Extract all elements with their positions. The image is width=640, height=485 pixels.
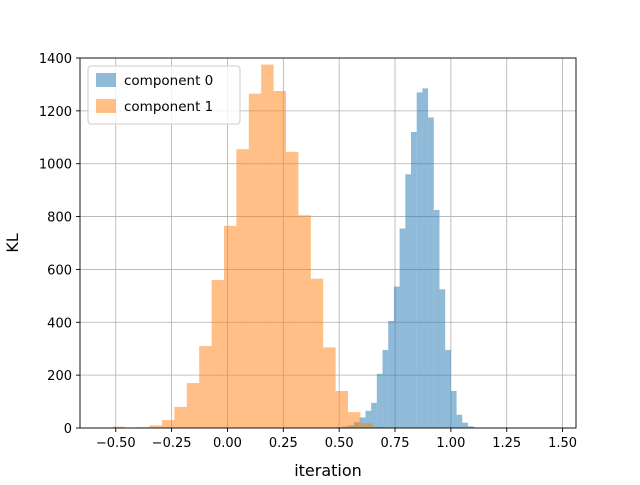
histogram-bar-component-1 — [249, 94, 261, 428]
histogram-bar-component-1 — [162, 420, 174, 428]
x-tick-label: 1.50 — [548, 436, 577, 451]
histogram-bar-component-1 — [187, 383, 199, 428]
histogram-bar-component-0 — [388, 321, 394, 428]
histogram-bar-component-0 — [428, 117, 434, 428]
histogram-bar-component-1 — [199, 346, 211, 428]
x-tick-label: 0.25 — [269, 436, 298, 451]
histogram-bar-component-0 — [405, 174, 411, 428]
legend-swatch-component-0 — [96, 73, 116, 87]
histogram-bar-component-0 — [383, 350, 389, 428]
y-tick-label: 1200 — [39, 105, 72, 120]
y-tick-label: 1400 — [39, 52, 72, 67]
x-tick-label: 0.50 — [325, 436, 354, 451]
histogram-bar-component-1 — [174, 407, 186, 428]
histogram-bar-component-1 — [236, 149, 248, 428]
histogram-bar-component-0 — [462, 423, 468, 428]
histogram-bar-component-0 — [417, 92, 423, 428]
y-tick-label: 800 — [47, 211, 72, 226]
histogram-bar-component-1 — [224, 226, 236, 428]
histogram-bar-component-0 — [457, 415, 463, 428]
histogram-bar-component-0 — [400, 228, 406, 428]
histogram-bar-component-0 — [434, 210, 440, 428]
histogram-bar-component-1 — [360, 423, 372, 428]
y-tick-label: 600 — [47, 263, 72, 278]
y-tick-label: 0 — [64, 422, 72, 437]
legend: component 0 component 1 — [88, 66, 240, 124]
x-tick-label: 0.00 — [213, 436, 242, 451]
legend-label-component-0: component 0 — [124, 73, 213, 89]
histogram-bar-component-1 — [348, 412, 360, 428]
legend-swatch-component-1 — [96, 99, 116, 113]
x-tick-label: −0.50 — [96, 436, 136, 451]
histogram-bar-component-1 — [336, 391, 348, 428]
x-tick-label: 0.75 — [381, 436, 410, 451]
histogram-bar-component-0 — [445, 350, 451, 428]
histogram-bar-component-1 — [311, 279, 323, 428]
histogram-bar-component-1 — [298, 215, 310, 428]
x-axis-label: iteration — [294, 461, 362, 480]
histogram-bar-component-1 — [212, 280, 224, 428]
histogram-bar-component-0 — [411, 132, 417, 428]
histogram-bar-component-1 — [323, 347, 335, 428]
x-tick-label: 1.25 — [492, 436, 521, 451]
y-tick-label: 400 — [47, 316, 72, 331]
histogram-bar-component-1 — [261, 65, 273, 428]
y-axis-label: KL — [3, 233, 22, 252]
histogram-bar-component-0 — [377, 374, 383, 428]
histogram-bar-component-1 — [274, 91, 286, 428]
y-tick-label: 1000 — [39, 158, 72, 173]
histogram-bar-component-0 — [394, 287, 400, 428]
histogram-bar-component-0 — [422, 88, 428, 428]
x-tick-label: −0.25 — [152, 436, 192, 451]
histogram-bar-component-1 — [286, 152, 298, 428]
histogram-bar-component-0 — [439, 289, 445, 428]
histogram-bar-component-0 — [451, 391, 457, 428]
y-tick-label: 200 — [47, 369, 72, 384]
x-tick-label: 1.00 — [436, 436, 465, 451]
legend-label-component-1: component 1 — [124, 99, 213, 115]
